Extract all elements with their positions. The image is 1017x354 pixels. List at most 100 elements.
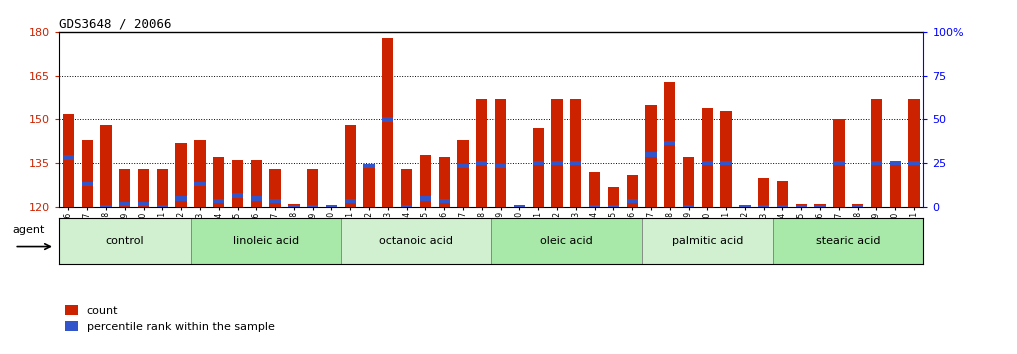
Bar <box>720 111 732 207</box>
Bar <box>194 182 205 186</box>
Bar <box>382 117 394 122</box>
Bar <box>871 161 882 165</box>
Bar <box>270 169 281 207</box>
Bar <box>777 205 788 209</box>
Bar <box>682 158 695 207</box>
Bar <box>702 108 713 207</box>
Text: stearic acid: stearic acid <box>816 236 881 246</box>
Bar <box>214 199 225 204</box>
Bar <box>458 164 469 169</box>
Bar <box>815 204 826 207</box>
Bar <box>194 140 205 207</box>
Text: palmitic acid: palmitic acid <box>671 236 743 246</box>
Bar <box>773 218 923 264</box>
Bar <box>307 205 318 209</box>
Bar <box>795 204 806 207</box>
Bar <box>551 99 562 207</box>
Bar <box>758 178 769 207</box>
Bar <box>307 169 318 207</box>
Bar <box>890 161 901 165</box>
Bar <box>420 154 431 207</box>
Bar <box>119 169 130 207</box>
Legend: count, percentile rank within the sample: count, percentile rank within the sample <box>64 306 275 332</box>
Text: octanoic acid: octanoic acid <box>379 236 453 246</box>
Bar <box>758 205 769 209</box>
Bar <box>101 125 112 207</box>
Bar <box>642 218 773 264</box>
Bar <box>232 160 243 207</box>
Text: linoleic acid: linoleic acid <box>233 236 299 246</box>
Bar <box>363 166 374 207</box>
Bar <box>138 169 149 207</box>
Bar <box>533 161 544 165</box>
Text: GDS3648 / 20066: GDS3648 / 20066 <box>59 18 172 31</box>
Bar <box>119 202 130 206</box>
Bar <box>138 202 149 206</box>
Text: oleic acid: oleic acid <box>540 236 593 246</box>
Bar <box>491 218 642 264</box>
Bar <box>589 172 600 207</box>
Bar <box>682 205 695 209</box>
Bar <box>81 140 93 207</box>
Bar <box>777 181 788 207</box>
Bar <box>626 175 638 207</box>
Bar <box>345 199 356 204</box>
Bar <box>833 120 844 207</box>
Bar <box>608 205 619 209</box>
Bar <box>438 158 450 207</box>
Bar <box>401 205 412 209</box>
Bar <box>646 152 657 157</box>
Bar <box>551 161 562 165</box>
Bar <box>852 204 863 207</box>
Bar <box>81 182 93 186</box>
Bar <box>176 143 187 207</box>
Bar <box>852 205 863 209</box>
Bar <box>190 218 341 264</box>
Bar <box>702 161 713 165</box>
Bar <box>890 163 901 207</box>
Bar <box>341 218 491 264</box>
Bar <box>157 169 168 207</box>
Bar <box>250 160 262 207</box>
Bar <box>495 99 506 207</box>
Bar <box>250 196 262 200</box>
Bar <box>571 161 582 165</box>
Bar <box>871 99 882 207</box>
Bar <box>101 205 112 209</box>
Bar <box>608 187 619 207</box>
Bar <box>438 199 450 204</box>
Bar <box>288 204 300 207</box>
Bar <box>589 205 600 209</box>
Bar <box>345 125 356 207</box>
Bar <box>401 169 412 207</box>
Bar <box>908 161 919 165</box>
Bar <box>476 161 487 165</box>
Bar <box>646 105 657 207</box>
Bar <box>514 205 525 209</box>
Bar <box>63 155 74 160</box>
Bar <box>59 218 190 264</box>
Bar <box>908 99 919 207</box>
Bar <box>270 199 281 204</box>
Bar <box>232 193 243 198</box>
Text: agent: agent <box>12 225 45 235</box>
Bar <box>382 38 394 207</box>
Bar <box>458 140 469 207</box>
Bar <box>664 141 675 145</box>
Bar <box>288 205 300 209</box>
Bar <box>325 205 337 209</box>
Bar <box>815 205 826 209</box>
Bar <box>476 99 487 207</box>
Bar <box>214 158 225 207</box>
Bar <box>176 196 187 200</box>
Bar <box>626 199 638 204</box>
Bar <box>533 128 544 207</box>
Bar <box>720 161 732 165</box>
Bar <box>739 205 751 209</box>
Bar <box>363 164 374 169</box>
Bar <box>157 205 168 209</box>
Bar <box>664 81 675 207</box>
Bar <box>420 196 431 200</box>
Bar <box>833 161 844 165</box>
Bar <box>795 205 806 209</box>
